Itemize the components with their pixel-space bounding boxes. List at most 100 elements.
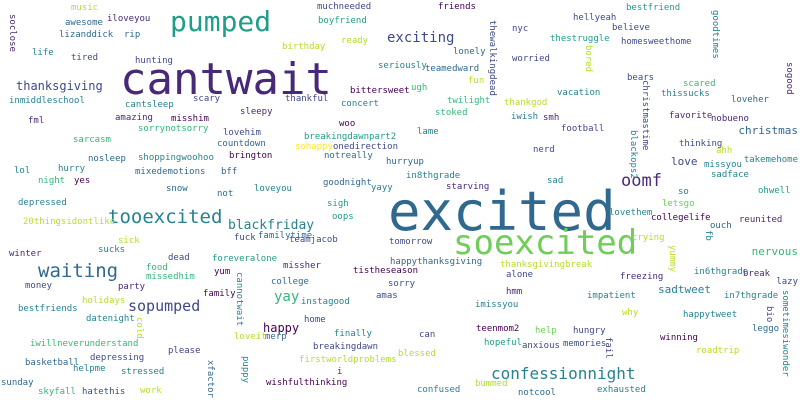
word-sadtweet: sadtweet xyxy=(658,283,711,296)
word-nyc: nyc xyxy=(512,24,529,34)
word-loveyou: loveyou xyxy=(254,184,292,194)
word-football: football xyxy=(561,124,605,134)
word-why: why xyxy=(622,308,639,318)
word-hopeful: hopeful xyxy=(484,338,522,348)
word-bestfriends: bestfriends xyxy=(18,304,78,314)
word-depressed: depressed xyxy=(18,198,67,208)
word-ahh: ahh xyxy=(716,146,733,156)
word-goodtimes: goodtimes xyxy=(710,10,720,59)
word-night: night xyxy=(38,176,66,186)
word-thinking: thinking xyxy=(679,139,723,149)
word-goodnight: goodnight xyxy=(323,178,372,188)
word-hatethis: hatethis xyxy=(82,387,126,397)
word-life: life xyxy=(32,48,54,58)
word-lovethem: lovethem xyxy=(609,208,653,218)
word-winter: winter xyxy=(9,249,42,259)
word-birthday: birthday xyxy=(282,42,326,52)
word-seriously: seriously xyxy=(378,61,427,71)
word-stoked: stoked xyxy=(435,108,468,118)
word-hellyeah: hellyeah xyxy=(573,13,617,23)
word-college: college xyxy=(271,277,309,287)
word-vacation: vacation xyxy=(557,88,601,98)
word-iwillneverunderstand: iwillneverunderstand xyxy=(30,339,139,349)
word-brington: brington xyxy=(229,151,273,161)
word-soexcited: soexcited xyxy=(453,223,638,263)
word-woo: woo xyxy=(339,119,356,129)
word-party: party xyxy=(118,282,146,292)
word-in7thgrade: in7thgrade xyxy=(724,291,779,301)
word-holidays: holidays xyxy=(82,296,126,306)
word-tomorrow: tomorrow xyxy=(389,237,433,247)
word-lame: lame xyxy=(417,127,439,137)
word-letsgo: letsgo xyxy=(662,199,695,209)
word-tired: tired xyxy=(71,53,99,63)
word-christmastime: christmastime xyxy=(640,80,650,151)
word-instagood: instagood xyxy=(301,297,350,307)
word-teenmom2: teenmom2 xyxy=(476,324,520,334)
word-hunting: hunting xyxy=(135,56,173,66)
word-cold: cold xyxy=(134,317,144,339)
word-fuck: fuck xyxy=(234,233,256,243)
word-love: love xyxy=(671,155,698,168)
word-excited: excited xyxy=(388,180,616,243)
word-inmiddleschool: inmiddleschool xyxy=(9,96,85,106)
word-not: not xyxy=(217,189,234,199)
word-ouch: ouch xyxy=(710,221,732,231)
word-i: i xyxy=(337,367,343,377)
word-hungry: hungry xyxy=(573,326,606,336)
word-amas: amas xyxy=(376,291,398,301)
word-oomf: oomf xyxy=(621,171,662,191)
word-helpme: helpme xyxy=(73,364,106,374)
word-collegelife: collegelife xyxy=(651,213,711,223)
word-fml: fml xyxy=(28,116,45,126)
word-food: food xyxy=(146,263,168,273)
word-in8thgrade: in8thgrade xyxy=(406,171,461,181)
word-worried: worried xyxy=(512,54,550,64)
word-starving: starving xyxy=(446,182,490,192)
word-thewalkingdead: thewalkingdead xyxy=(487,20,497,96)
word-notcool: notcool xyxy=(518,388,556,398)
word-happytweet: happytweet xyxy=(683,310,738,320)
word-sucks: sucks xyxy=(98,245,126,255)
word-money: money xyxy=(25,281,53,291)
word-anxious: anxious xyxy=(522,341,560,351)
word-sometimesiwonder: sometimesiwonder xyxy=(780,290,790,377)
word-muchneeded: muchneeded xyxy=(317,2,372,12)
word-twilight: twilight xyxy=(447,96,491,106)
word-reunited: reunited xyxy=(739,215,783,225)
word-happy: happy xyxy=(263,321,300,335)
word-fail: fail xyxy=(603,337,613,359)
word-depressing: depressing xyxy=(90,353,145,363)
word-finally: finally xyxy=(334,329,372,339)
word-in6thgrade: in6thgrade xyxy=(694,267,749,277)
word-datenight: datenight xyxy=(86,314,135,324)
word-missedhim: missedhim xyxy=(146,272,195,282)
word-yay: yay xyxy=(274,289,300,305)
word-missher: missher xyxy=(283,261,321,271)
word-confused: confused xyxy=(417,385,461,395)
word-boyfriend: boyfriend xyxy=(318,16,367,26)
word-music: music xyxy=(71,3,99,13)
word-lol: lol xyxy=(14,166,31,176)
word-soclose: soclose xyxy=(7,14,17,52)
word-notreally: notreally xyxy=(324,151,373,161)
word-sleepy: sleepy xyxy=(240,107,273,117)
word-onedirection: onedirection xyxy=(333,142,399,152)
word-missyou: missyou xyxy=(704,160,742,170)
word-amazing: amazing xyxy=(115,113,153,123)
word-happythanksgiving: happythanksgiving xyxy=(390,257,483,267)
word-please: please xyxy=(168,346,201,356)
word-yes: yes xyxy=(74,176,91,186)
word-bestfriend: bestfriend xyxy=(626,3,681,13)
word-help: help xyxy=(535,326,557,336)
word-thanksgivingbreak: thanksgivingbreak xyxy=(500,260,593,270)
word-loveit: loveit xyxy=(234,332,267,342)
word-yum: yum xyxy=(214,267,231,277)
word-christmas: christmas xyxy=(738,124,798,137)
word-foreveralone: foreveralone xyxy=(212,254,278,264)
word-misshim: misshim xyxy=(171,114,209,124)
word-sadface: sadface xyxy=(711,170,749,180)
word-nosleep: nosleep xyxy=(88,154,126,164)
word-bff: bff xyxy=(221,167,238,177)
